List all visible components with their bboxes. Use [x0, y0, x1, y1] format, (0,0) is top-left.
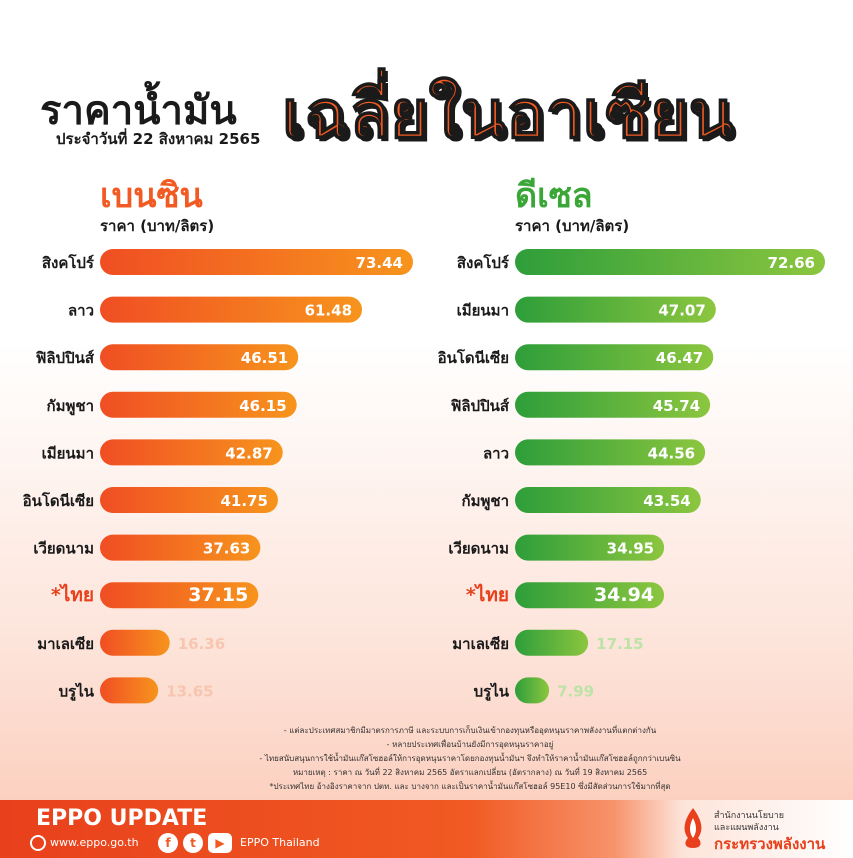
benzin-value-label: 46.51 [241, 349, 288, 367]
diesel-title: ดีเซล [515, 176, 593, 216]
benzin-bar [100, 391, 297, 418]
benzin-bar [100, 534, 261, 561]
diesel-category-label: เวียดนาม [448, 540, 509, 558]
benzin-bar [100, 296, 363, 323]
diesel-category-label: กัมพูชา [462, 492, 509, 511]
twitter-icon[interactable]: t [183, 833, 203, 853]
note-line: - ไทยสนับสนุนการใช้น้ำมันแก๊สโซฮอล์ให้กา… [259, 754, 681, 763]
diesel-bar [515, 629, 589, 656]
globe-icon [30, 835, 46, 851]
diesel-value-label: 44.56 [648, 444, 695, 462]
notes: - แต่ละประเทศสมาชิกมีมาตรการภาษี และระบบ… [140, 724, 800, 794]
benzin-bar [100, 487, 278, 513]
diesel-unit: ราคา (บาท/ลิตร) [515, 217, 630, 235]
diesel-bar [515, 296, 716, 323]
diesel-value-label: 34.95 [607, 540, 654, 558]
title-right: เฉลี่ยในอาเซียน [281, 75, 734, 154]
benzin-unit: ราคา (บาท/ลิตร) [100, 217, 215, 235]
benzin-category-label: มาเลเซีย [37, 635, 94, 653]
benzin-bar [100, 439, 283, 466]
benzin-category-label: ฟิลิปปินส์ [36, 349, 95, 367]
diesel-value-label: 34.94 [594, 584, 654, 606]
benzin-value-label: 41.75 [220, 492, 267, 510]
ministry-logo-icon [684, 808, 702, 848]
note-line: - หลายประเทศเพื่อนบ้านยังมีการอุดหนุนราค… [386, 740, 554, 749]
title-left: ราคาน้ำมัน [40, 88, 237, 134]
benzin-value-label: 13.65 [166, 682, 213, 700]
diesel-value-label: 46.47 [656, 349, 703, 367]
diesel-value-label: 72.66 [768, 254, 815, 272]
subtitle-date: ประจำวันที่ 22 สิงหาคม 2565 [56, 130, 261, 148]
note-line: - แต่ละประเทศสมาชิกมีมาตรการภาษี และระบบ… [283, 726, 657, 735]
diesel-bar [515, 677, 550, 704]
org-line-3: กระทรวงพลังงาน [714, 835, 826, 853]
diesel-value-label: 43.54 [643, 492, 690, 510]
diesel-category-label: เมียนมา [457, 302, 509, 320]
diesel-bar [515, 439, 706, 466]
diesel-category-label: สิงคโปร์ [457, 253, 510, 272]
diesel-category-label: อินโดนีเซีย [438, 348, 509, 367]
benzin-category-label: เมียนมา [42, 444, 94, 462]
benzin-category-label: กัมพูชา [47, 397, 94, 416]
diesel-value-label: 17.15 [596, 635, 643, 653]
benzin-category-label: อินโดนีเซีย [23, 491, 94, 510]
benzin-value-label: 16.36 [178, 635, 225, 653]
diesel-category-label: ฟิลิปปินส์ [451, 397, 510, 415]
footer-bar [0, 800, 853, 858]
note-line: *ประเทศไทย อ้างอิงราคาจาก ปตท. และ บางจา… [269, 782, 671, 791]
diesel-bar [515, 487, 701, 513]
benzin-value-label: 73.44 [356, 254, 403, 272]
diesel-bar [515, 344, 714, 371]
diesel-category-label: บรูไน [474, 681, 510, 701]
benzin-title: เบนซิน [100, 176, 203, 216]
benzin-chart: สิงคโปร์ 73.44 ลาว 61.48 ฟิลิปปินส์ 46.51 กัมพ… [23, 249, 413, 704]
benzin-bar [100, 677, 159, 704]
benzin-category-label: ลาว [68, 302, 94, 320]
benzin-category-label: *ไทย [51, 583, 94, 606]
benzin-bar [100, 249, 413, 275]
diesel-bar [515, 249, 825, 275]
org-line-2: และแผนพลังงาน [714, 823, 779, 833]
diesel-bar [515, 534, 665, 561]
benzin-value-label: 42.87 [225, 444, 272, 462]
website-link[interactable]: www.eppo.go.th [50, 836, 139, 849]
benzin-bar [100, 582, 259, 609]
benzin-category-label: บรูไน [59, 681, 95, 701]
benzin-category-label: เวียดนาม [33, 540, 94, 558]
benzin-bar [100, 629, 170, 656]
diesel-bar [515, 391, 711, 418]
diesel-value-label: 47.07 [658, 302, 705, 320]
diesel-category-label: ลาว [483, 444, 509, 462]
bar-charts: สิงคโปร์ 73.44 ลาว 61.48 ฟิลิปปินส์ 46.51 กัมพ… [23, 249, 825, 704]
benzin-bar [100, 344, 299, 371]
diesel-value-label: 7.99 [557, 682, 594, 700]
benzin-value-label: 61.48 [305, 302, 352, 320]
youtube-icon[interactable]: ▶ [208, 833, 232, 853]
facebook-icon[interactable]: f [158, 833, 178, 853]
benzin-value-label: 46.15 [239, 397, 286, 415]
benzin-value-label: 37.63 [203, 540, 250, 558]
benzin-category-label: สิงคโปร์ [42, 253, 95, 272]
org-line-1: สำนักงานนโยบาย [714, 811, 785, 821]
benzin-value-label: 37.15 [188, 584, 248, 606]
diesel-bar [515, 582, 665, 609]
note-line: หมายเหตุ : ราคา ณ วันที่ 22 สิงหาคม 2565… [292, 768, 648, 777]
footer-brand: EPPO UPDATE [36, 806, 208, 831]
diesel-chart: สิงคโปร์ 72.66 เมียนมา 47.07 อินโดนีเซีย 46.4… [438, 249, 825, 704]
diesel-value-label: 45.74 [653, 397, 700, 415]
diesel-category-label: มาเลเซีย [452, 635, 509, 653]
diesel-category-label: *ไทย [466, 583, 509, 606]
social-name: EPPO Thailand [240, 836, 320, 849]
